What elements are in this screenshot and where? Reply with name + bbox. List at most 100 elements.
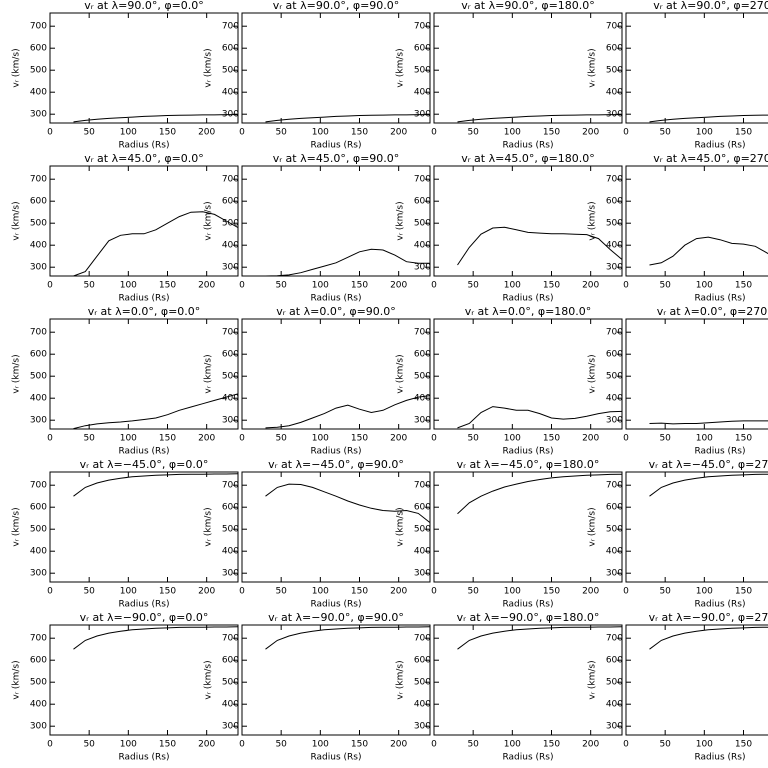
y-tick-label: 600 — [30, 350, 47, 360]
y-tick-label: 300 — [30, 110, 47, 120]
y-tick-label: 500 — [606, 678, 623, 688]
y-tick-label: 400 — [222, 241, 239, 251]
x-tick-label: 0 — [623, 587, 629, 597]
plot-frame — [625, 624, 768, 736]
y-tick-label: 300 — [414, 569, 431, 579]
y-tick-label: 500 — [222, 678, 239, 688]
y-tick-label: 300 — [414, 416, 431, 426]
x-axis-label: Radius (Rs) — [310, 753, 361, 763]
y-tick-label: 300 — [30, 569, 47, 579]
x-tick-label: 100 — [504, 587, 521, 597]
y-tick-label: 400 — [414, 88, 431, 98]
x-tick-label: 200 — [582, 587, 599, 597]
x-tick-label: 100 — [504, 128, 521, 138]
data-line — [649, 473, 768, 497]
data-line — [649, 114, 768, 123]
x-axis-label: Radius (Rs) — [310, 447, 361, 457]
data-line — [73, 211, 239, 277]
data-line — [457, 226, 623, 266]
y-tick-label: 400 — [414, 241, 431, 251]
plot-frame — [625, 471, 768, 583]
x-axis-label: Radius (Rs) — [118, 447, 169, 457]
y-axis-label: vᵣ (km/s) — [588, 660, 598, 699]
chart-title: vᵣ at λ=−90.0°, φ=90.0° — [268, 611, 404, 624]
x-tick-label: 0 — [623, 434, 629, 444]
data-line — [265, 626, 431, 650]
x-tick-label: 200 — [582, 281, 599, 291]
y-tick-label: 400 — [222, 394, 239, 404]
y-tick-label: 300 — [606, 110, 623, 120]
data-line — [457, 626, 623, 650]
chart-title: vᵣ at λ=45.0°, φ=0.0° — [84, 152, 204, 165]
y-tick-label: 400 — [414, 700, 431, 710]
x-tick-label: 150 — [735, 740, 752, 750]
chart-title: vᵣ at λ=90.0°, φ=0.0° — [84, 0, 204, 12]
x-tick-label: 200 — [390, 434, 407, 444]
x-tick-label: 50 — [467, 434, 479, 444]
y-tick-label: 500 — [606, 219, 623, 229]
x-axis-label: Radius (Rs) — [502, 141, 553, 151]
y-tick-label: 500 — [222, 372, 239, 382]
x-tick-label: 50 — [467, 587, 479, 597]
plot-frame — [49, 624, 239, 736]
x-tick-label: 0 — [239, 128, 245, 138]
x-axis-label: Radius (Rs) — [694, 600, 745, 610]
x-tick-label: 200 — [390, 587, 407, 597]
chart-title: vᵣ at λ=0.0°, φ=90.0° — [276, 305, 396, 318]
data-line — [649, 626, 768, 650]
y-tick-label: 300 — [222, 722, 239, 732]
y-tick-label: 700 — [606, 634, 623, 644]
data-line — [73, 626, 239, 650]
plot-frame — [433, 165, 623, 277]
y-tick-label: 500 — [30, 219, 47, 229]
x-tick-label: 0 — [47, 587, 53, 597]
y-tick-label: 500 — [606, 372, 623, 382]
y-tick-label: 300 — [606, 263, 623, 273]
plot-frame — [49, 471, 239, 583]
y-axis-label: vᵣ (km/s) — [396, 201, 406, 240]
y-axis-label: vᵣ (km/s) — [588, 201, 598, 240]
x-tick-label: 150 — [159, 740, 176, 750]
y-tick-label: 300 — [30, 416, 47, 426]
y-tick-label: 700 — [414, 328, 431, 338]
plot-frame — [433, 624, 623, 736]
chart-title: vᵣ at λ=0.0°, φ=0.0° — [88, 305, 201, 318]
y-tick-label: 600 — [606, 197, 623, 207]
x-axis-label: Radius (Rs) — [118, 294, 169, 304]
x-tick-label: 100 — [696, 434, 713, 444]
x-tick-label: 150 — [159, 587, 176, 597]
x-tick-label: 150 — [351, 740, 368, 750]
x-tick-label: 100 — [312, 740, 329, 750]
plot-frame — [625, 165, 768, 277]
y-tick-label: 700 — [222, 328, 239, 338]
x-tick-label: 50 — [275, 740, 287, 750]
y-tick-label: 400 — [222, 88, 239, 98]
chart-title: vᵣ at λ=−90.0°, φ=180.0° — [457, 611, 600, 624]
x-tick-label: 100 — [120, 128, 137, 138]
x-tick-label: 100 — [312, 128, 329, 138]
y-tick-label: 400 — [30, 241, 47, 251]
x-tick-label: 100 — [504, 434, 521, 444]
x-tick-label: 50 — [659, 740, 671, 750]
y-tick-label: 700 — [414, 634, 431, 644]
x-tick-label: 200 — [198, 740, 215, 750]
y-axis-label: vᵣ (km/s) — [396, 354, 406, 393]
x-tick-label: 200 — [582, 128, 599, 138]
y-tick-label: 600 — [414, 197, 431, 207]
y-axis-label: vᵣ (km/s) — [396, 507, 406, 546]
x-tick-label: 50 — [467, 281, 479, 291]
data-line — [73, 393, 239, 430]
chart-title: vᵣ at λ=45.0°, φ=90.0° — [273, 152, 400, 165]
data-line — [649, 420, 768, 425]
x-tick-label: 150 — [735, 587, 752, 597]
y-tick-label: 700 — [30, 175, 47, 185]
y-tick-label: 600 — [606, 44, 623, 54]
y-tick-label: 700 — [606, 22, 623, 32]
x-axis-label: Radius (Rs) — [118, 141, 169, 151]
x-tick-label: 100 — [696, 281, 713, 291]
y-tick-label: 500 — [222, 525, 239, 535]
x-tick-label: 150 — [543, 281, 560, 291]
y-tick-label: 700 — [606, 328, 623, 338]
y-tick-label: 400 — [30, 547, 47, 557]
y-tick-label: 700 — [414, 175, 431, 185]
